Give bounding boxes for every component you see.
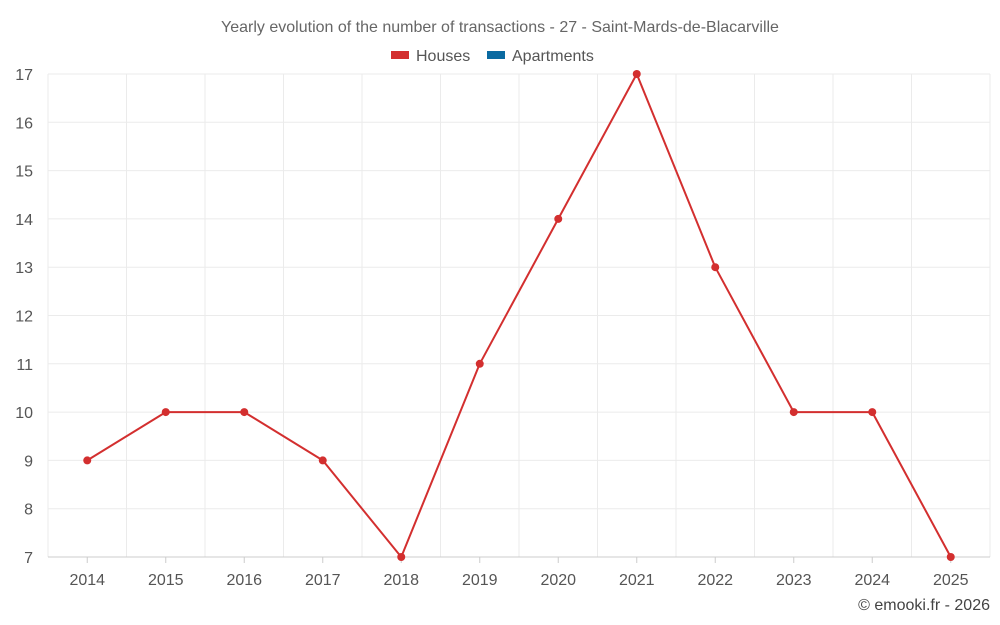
- data-point-houses-2018[interactable]: [397, 553, 406, 561]
- data-point-houses-2023[interactable]: [789, 408, 798, 417]
- y-tick-label: 14: [15, 212, 33, 229]
- data-point-houses-2025[interactable]: [946, 553, 955, 561]
- y-tick-label: 16: [15, 115, 33, 132]
- axes: 7 8 9 10 11 12 13 14 15 16 17 2014 2015 2016 2017 2018 2…: [15, 67, 990, 589]
- y-tick-label: 12: [15, 309, 33, 326]
- y-tick-label: 15: [15, 164, 33, 181]
- data-point-houses-2017[interactable]: [318, 456, 327, 465]
- x-tick-label: 2017: [305, 572, 341, 589]
- chart-title: Yearly evolution of the number of transa…: [221, 19, 779, 36]
- data-point-houses-2016[interactable]: [240, 408, 249, 417]
- y-tick-label: 10: [15, 405, 33, 422]
- x-tick-label: 2014: [69, 572, 105, 589]
- series-line-houses[interactable]: [86, 73, 952, 558]
- x-tick-label: 2016: [226, 572, 262, 589]
- x-tick-label: 2021: [619, 572, 655, 589]
- data-point-houses-2024[interactable]: [868, 408, 877, 417]
- x-tick-label: 2019: [462, 572, 498, 589]
- y-tick-label: 9: [24, 453, 33, 470]
- x-tick-label: 2023: [776, 572, 812, 589]
- data-point-houses-2014[interactable]: [83, 456, 92, 465]
- data-point-houses-2019[interactable]: [475, 359, 484, 368]
- grid: [47, 73, 991, 557]
- credit-text: © emooki.fr - 2026: [858, 597, 990, 614]
- x-tick-label: 2020: [540, 572, 576, 589]
- data-point-houses-2021[interactable]: [632, 70, 641, 78]
- legend-swatch-apartments[interactable]: [487, 51, 505, 59]
- y-tick-label: 8: [24, 502, 33, 519]
- x-tick-label: 2025: [933, 572, 969, 589]
- series: [83, 70, 955, 561]
- y-tick-label: 7: [24, 550, 33, 567]
- y-tick-label: 17: [15, 67, 33, 84]
- data-point-houses-2015[interactable]: [161, 408, 170, 417]
- x-tick-label: 2015: [148, 572, 184, 589]
- x-tick-label: 2018: [383, 572, 419, 589]
- legend-label-apartments[interactable]: Apartments: [512, 48, 594, 65]
- y-tick-label: 11: [16, 357, 33, 374]
- legend-label-houses[interactable]: Houses: [416, 48, 470, 65]
- legend-swatch-houses[interactable]: [391, 51, 409, 59]
- legend: Houses Apartments: [391, 48, 594, 65]
- x-tick-label: 2022: [697, 572, 733, 589]
- data-point-houses-2022[interactable]: [711, 263, 720, 272]
- data-point-houses-2020[interactable]: [554, 214, 563, 223]
- x-tick-label: 2024: [854, 572, 890, 589]
- y-tick-label: 13: [15, 260, 33, 277]
